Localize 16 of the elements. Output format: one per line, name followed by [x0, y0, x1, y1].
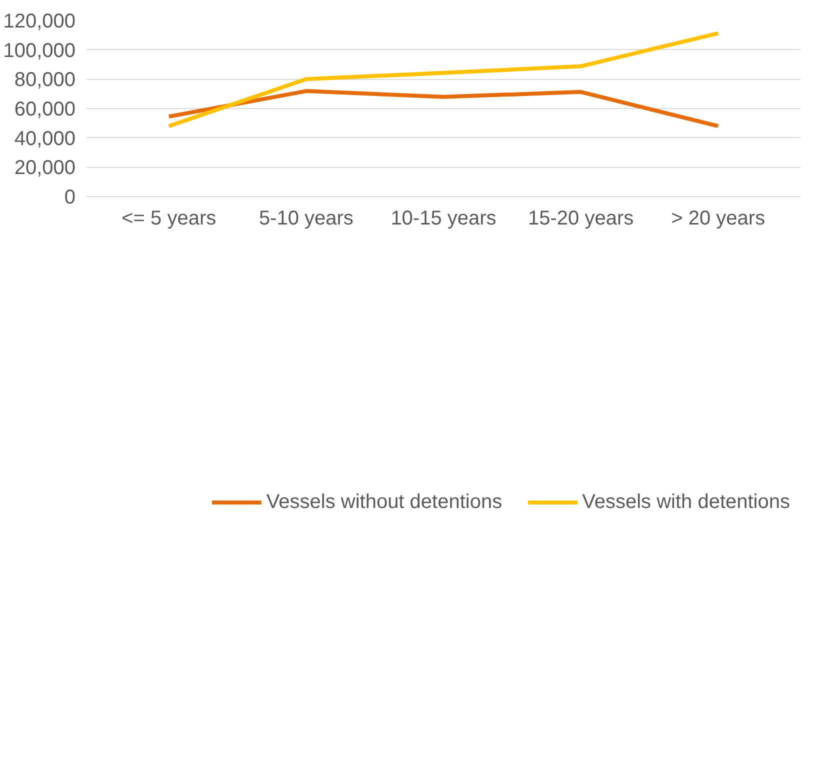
legend-label: Vessels without detentions: [266, 490, 502, 514]
y-tick-label: 20,000: [14, 157, 76, 180]
x-tick-label: 10-15 years: [390, 208, 496, 230]
x-tick-label: 15-20 years: [528, 208, 634, 230]
y-tick-label: 40,000: [14, 128, 76, 150]
legend-label: Vessels with detentions: [582, 490, 790, 514]
x-tick-label: > 20 years: [671, 208, 766, 230]
y-tick-label: 100,000: [3, 40, 76, 62]
y-tick-label: 0: [64, 186, 76, 208]
x-tick-label: <= 5 years: [122, 208, 216, 230]
line-series: [166, 31, 720, 128]
y-tick-label: 60,000: [14, 98, 76, 120]
line-series: [166, 89, 720, 128]
y-tick-label: 80,000: [14, 69, 76, 92]
x-tick-label: 5-10 years: [258, 208, 354, 230]
y-tick-label: 120,000: [3, 10, 76, 32]
